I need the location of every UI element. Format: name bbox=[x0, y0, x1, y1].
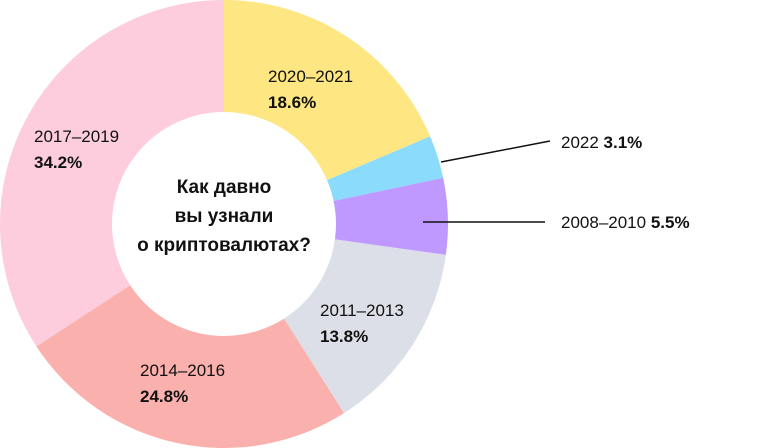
slice-value-1: 18.6% bbox=[268, 93, 316, 112]
donut-slice-5 bbox=[36, 285, 345, 448]
chart-title-line-1: Как давно bbox=[177, 177, 272, 198]
donut-slice-4 bbox=[284, 239, 446, 414]
slice-label-1: 2020–2021 bbox=[268, 67, 353, 86]
chart-title-line-2: вы узнали bbox=[175, 206, 274, 227]
donut-slice-3 bbox=[333, 177, 448, 255]
slice-label-6: 2017–2019 bbox=[34, 127, 119, 146]
chart-title-line-3: о криптовалютах? bbox=[137, 235, 311, 256]
slice-label-4: 2011–2013 bbox=[320, 301, 404, 320]
slice-callout-line-2 bbox=[440, 140, 551, 163]
donut-slice-6 bbox=[0, 0, 224, 347]
slice-value-3: 5.5% bbox=[651, 213, 690, 232]
donut-slice-1 bbox=[224, 0, 431, 181]
slice-label-2: 2022 3.1% bbox=[561, 133, 642, 152]
slice-label-5: 2014–2016 bbox=[140, 361, 225, 380]
slice-value-4: 13.8% bbox=[320, 327, 368, 346]
slice-value-6: 34.2% bbox=[34, 153, 82, 172]
slice-value-5: 24.8% bbox=[140, 387, 188, 406]
donut-slice-2 bbox=[327, 136, 444, 201]
slice-value-2: 3.1% bbox=[604, 133, 643, 152]
slice-label-3: 2008–2010 5.5% bbox=[561, 213, 690, 232]
